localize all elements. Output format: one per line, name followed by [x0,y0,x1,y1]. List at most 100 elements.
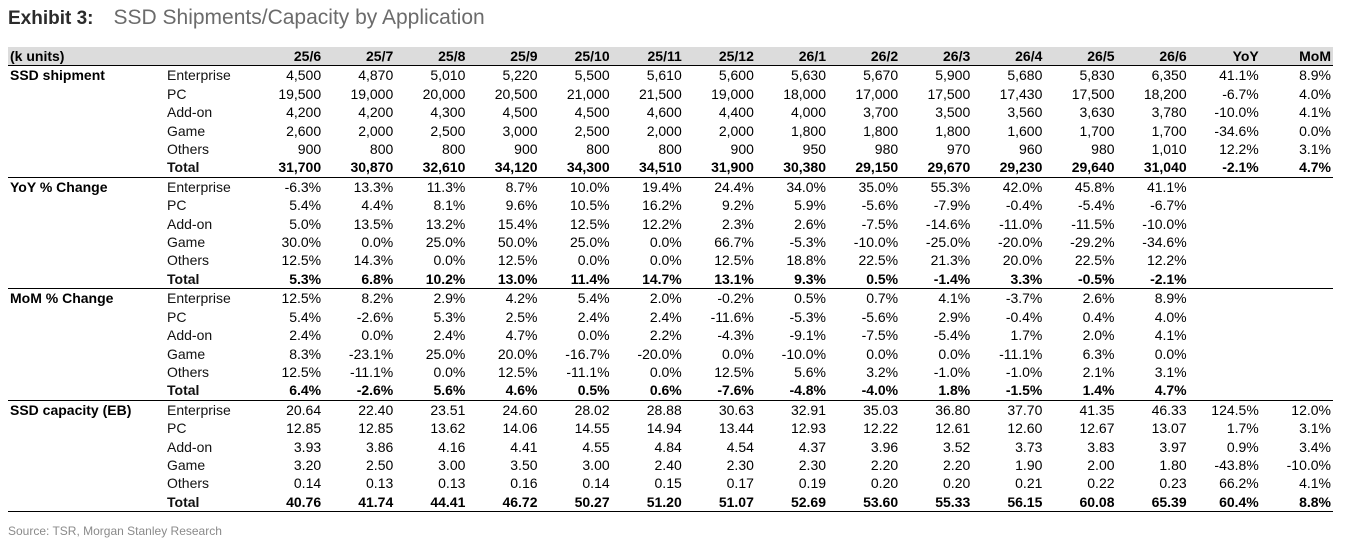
table-row: Game 30.0% 0.0% 25.0% 50.0% 25.0% 0.0% 66.7% -5.… [8,233,1333,251]
table-cell: 3.86 [366,438,394,455]
ssd-data-table: (k units) 25/6 25/7 25/8 25/9 25/10 25/11 25/1… [8,47,1333,513]
table-cell: 22.5% [858,252,899,269]
table-cell: 25.0% [569,234,610,251]
table-cell: 5.4% [577,290,610,307]
table-cell: 1.4% [1044,381,1117,401]
table-cell: 24.4% [714,178,754,195]
table-cell: 8.1% [433,197,466,214]
table-cell: 12.5% [569,215,610,232]
row-label: Enterprise [167,178,231,195]
row-label: Game [167,345,206,362]
table-cell: -2.1% [1116,269,1189,290]
table-cell: 12.5% [497,363,538,380]
table-row: Others 0.14 0.13 0.13 0.16 0.14 0.15 0.17 0.19 0.… [8,474,1333,492]
table-cell: 4,870 [358,67,394,84]
table-cell: 4.0% [1154,308,1187,325]
table-cell: -1.4% [900,269,973,290]
section-label-empty [8,196,165,214]
table-cell: 3.1% [1299,141,1331,158]
table-cell: 51.07 [683,492,756,513]
table-cell: 19,000 [350,85,394,102]
row-label: PC [167,197,187,214]
table-cell: -9.1% [789,327,827,344]
table-cell: 14.06 [502,420,538,437]
table-row: PC 12.85 12.85 13.62 14.06 14.55 14.94 13.44 12.… [8,419,1333,437]
table-cell: 0.6% [611,381,684,401]
table-cell: 1.7% [1226,420,1259,437]
table-cell: 12.67 [1079,420,1115,437]
table-cell: 2.4% [433,327,466,344]
table-cell: 0.4% [1082,308,1115,325]
table-cell: 13.2% [425,215,466,232]
table-cell: -43.8% [1214,456,1259,473]
table-cell: 900 [514,141,538,158]
table-cell: 12.85 [358,420,394,437]
table-cell: 2.20 [870,456,899,473]
table-cell: -4.8% [755,381,829,401]
table-row: Game 8.3% -23.1% 25.0% 20.0% -16.7% -20.0% 0.0%… [8,345,1333,363]
table-cell: 31,040 [1116,158,1189,178]
table-cell: 3.83 [1087,438,1115,455]
table-cell: 32,610 [395,158,468,178]
table-cell: 4.0% [1299,85,1331,102]
table-cell [1189,215,1261,233]
section-label-empty [8,103,165,121]
table-cell: -10.0% [1142,215,1187,232]
table-cell: -16.7% [565,345,610,362]
table-cell: 3,630 [1079,104,1115,121]
table-cell: 3,500 [935,104,971,121]
table-cell: 65.39 [1116,492,1189,513]
table-row: SSD capacity (EB) Enterprise 20.64 22.40 23.… [8,400,1333,419]
table-row: MoM % Change Enterprise 12.5% 8.2% 2.9% 4.2% 5… [8,289,1333,308]
table-cell: -6.7% [1222,85,1259,102]
table-cell: 11.3% [426,178,466,195]
table-cell: 30.63 [718,401,754,418]
table-cell: 8.9% [1299,67,1331,84]
table-cell: -1.0% [933,363,971,380]
table-cell: 800 [369,141,394,158]
row-label: Total [165,269,252,290]
table-cell: 1.7% [1010,327,1043,344]
table-cell: 4.1% [938,290,971,307]
table-row: PC 19,500 19,000 20,000 20,500 21,000 21,500 19… [8,85,1333,103]
table-cell: 18,000 [783,85,827,102]
table-cell: 16.2% [642,197,682,214]
table-row: YoY % Change Enterprise -6.3% 13.3% 11.3% 8.7… [8,177,1333,196]
table-cell: 32.91 [790,401,827,418]
table-cell: 18.8% [786,252,827,269]
table-cell: 22.40 [358,401,394,418]
table-cell: 4.16 [438,438,466,455]
table-cell: 0.5% [828,269,901,290]
table-cell: 5.6% [395,381,468,401]
table-cell: 0.21 [1015,475,1043,492]
table-cell: 5.3% [251,269,324,290]
table-cell: 9.3% [755,269,829,290]
table-cell: 52.69 [755,492,829,513]
table-cell: 5,220 [502,67,538,84]
table-cell: 0.7% [866,290,899,307]
table-cell: 2.30 [726,456,754,473]
table-cell: 4.7% [1116,381,1189,401]
table-cell: 960 [1019,141,1043,158]
table-cell: -2.6% [356,308,394,325]
row-label: Add-on [167,104,213,121]
table-cell: 2.20 [943,456,971,473]
table-cell: 3.93 [293,438,322,455]
section-label-empty [8,233,165,251]
table-cell: 17,000 [855,85,899,102]
section-label-empty [8,269,165,290]
column-header: 26/4 [972,47,1045,67]
table-cell: 0.0% [433,363,466,380]
table-cell: 0.0% [577,327,610,344]
table-cell: 55.3% [930,178,971,195]
table-cell: -10.0% [1214,104,1259,121]
section-label-empty [8,85,165,103]
table-cell: 3.96 [870,438,899,455]
table-cell: 34,300 [539,158,612,178]
table-cell: 4.4% [361,197,394,214]
table-cell: 2.5% [505,308,538,325]
table-cell: 35.0% [858,178,899,195]
table-cell: 900 [297,141,322,158]
table-cell: 8.3% [289,345,322,362]
table-cell [1261,215,1333,233]
